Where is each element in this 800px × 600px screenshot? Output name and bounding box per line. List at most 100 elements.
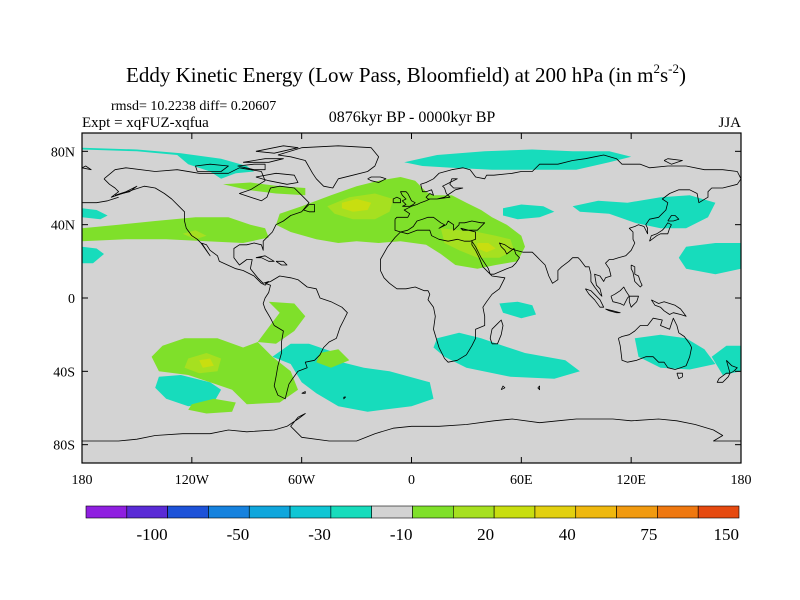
x-tick-label-5: 120E bbox=[616, 473, 646, 488]
colorbar-box-2 bbox=[167, 505, 209, 519]
coastline-1 bbox=[262, 275, 348, 400]
x-tick-label-0: 180 bbox=[72, 473, 93, 488]
contour-region-21 bbox=[182, 230, 207, 240]
contour-region-7 bbox=[404, 149, 632, 170]
coastline-30 bbox=[537, 385, 540, 391]
colorbar-box-1 bbox=[126, 505, 168, 519]
coastline-11 bbox=[726, 360, 738, 374]
map-panel: 180 120W 60W 0 60E 120E 180 80N 40N 0 40S 80S bbox=[51, 132, 752, 488]
colorbar-box-10 bbox=[493, 505, 536, 519]
x-tick-label-2: 60W bbox=[288, 473, 316, 488]
y-axis: 80N 40N 0 40S 80S bbox=[51, 145, 741, 454]
x-tick-label-4: 60E bbox=[510, 473, 533, 488]
colorbar-box-12 bbox=[575, 505, 617, 519]
y-tick-label-3: 40S bbox=[53, 365, 75, 380]
colorbar-box-7 bbox=[371, 505, 413, 519]
coastline-12 bbox=[716, 372, 731, 383]
title-close: ) bbox=[679, 63, 686, 87]
colorbar-box-3 bbox=[208, 505, 250, 519]
contour-region-8 bbox=[572, 195, 716, 229]
colorbar-box-6 bbox=[330, 505, 372, 519]
colorbar-box-8 bbox=[412, 505, 454, 519]
coastline-17 bbox=[628, 295, 639, 308]
coastline-2 bbox=[277, 145, 380, 189]
coastline-27 bbox=[303, 204, 315, 213]
colorbar-box-5 bbox=[289, 505, 332, 519]
title-text: Eddy Kinetic Energy (Low Pass, Bloomfiel… bbox=[126, 63, 653, 87]
coastline-19 bbox=[630, 264, 643, 288]
coastline-0 bbox=[103, 167, 310, 286]
coastline-25 bbox=[195, 163, 229, 172]
contour-region-25 bbox=[199, 358, 214, 368]
contour-regions bbox=[82, 147, 741, 414]
coastline-29 bbox=[500, 385, 506, 391]
colorbar-label-0: -100 bbox=[136, 525, 167, 544]
colorbar-box-4 bbox=[248, 505, 291, 519]
contour-region-5 bbox=[433, 332, 580, 379]
coastline-24 bbox=[255, 172, 299, 185]
stats-label: rmsd= 10.2238 diff= 0.20607 bbox=[111, 99, 276, 114]
contour-region-24 bbox=[477, 243, 496, 253]
contour-region-10 bbox=[678, 243, 741, 275]
contour-region-14 bbox=[223, 182, 306, 196]
colorbar: -100 -50 -30 -10 20 40 75 150 bbox=[85, 505, 740, 544]
colorbar-label-4: 20 bbox=[477, 525, 494, 544]
contour-region-1 bbox=[82, 208, 108, 220]
coastline-6 bbox=[392, 196, 401, 204]
y-tick-label-4: 80S bbox=[53, 439, 75, 454]
coastline-23 bbox=[243, 158, 284, 163]
colorbar-box-15 bbox=[697, 505, 740, 519]
contour-region-13 bbox=[82, 217, 269, 243]
y-tick-label-2: 0 bbox=[68, 292, 75, 307]
colorbar-label-5: 40 bbox=[559, 525, 576, 544]
map-title: Eddy Kinetic Energy (Low Pass, Bloomfiel… bbox=[126, 61, 686, 87]
coastline-32 bbox=[343, 396, 347, 400]
contour-region-6 bbox=[499, 301, 536, 319]
x-tick-label-3: 0 bbox=[408, 473, 415, 488]
y-tick-label-0: 80N bbox=[51, 145, 75, 160]
coastline-26 bbox=[255, 145, 299, 154]
coastline-22 bbox=[237, 163, 266, 171]
contour-region-11 bbox=[634, 334, 716, 370]
coastline-4 bbox=[379, 154, 741, 363]
coastline-7 bbox=[649, 222, 672, 242]
x-tick-label-6: 180 bbox=[731, 473, 752, 488]
season-label: JJA bbox=[718, 115, 741, 131]
contour-region-0 bbox=[82, 147, 255, 179]
coastline-10 bbox=[676, 372, 683, 380]
colorbar-box-0 bbox=[85, 505, 128, 519]
coastline-13 bbox=[489, 319, 504, 345]
contour-region-9 bbox=[503, 204, 555, 220]
coastline-5 bbox=[400, 191, 416, 207]
coastlines bbox=[82, 145, 741, 442]
x-axis: 180 120W 60W 0 60E 120E 180 bbox=[72, 133, 752, 488]
period-label: 0876kyr BP - 0000kyr BP bbox=[329, 109, 496, 126]
coastline-21 bbox=[275, 260, 288, 266]
contour-region-3 bbox=[155, 375, 222, 407]
coastline-18 bbox=[650, 299, 687, 317]
coastline-9 bbox=[618, 317, 692, 370]
coastline-34 bbox=[663, 158, 683, 165]
coastline-36 bbox=[82, 196, 119, 204]
coastline-15 bbox=[605, 308, 621, 314]
colorbar-box-9 bbox=[453, 505, 495, 519]
coastline-31 bbox=[301, 391, 306, 394]
coastline-8 bbox=[667, 215, 680, 222]
title-unit-s: s bbox=[660, 63, 668, 87]
contour-region-16 bbox=[151, 301, 306, 405]
colorbar-box-14 bbox=[657, 505, 699, 519]
y-tick-label-1: 40N bbox=[51, 219, 75, 234]
coastline-20 bbox=[255, 255, 275, 262]
x-tick-label-1: 120W bbox=[175, 473, 210, 488]
contour-region-23 bbox=[341, 199, 372, 212]
experiment-label: Expt = xqFUZ-xqfua bbox=[82, 115, 209, 131]
coastline-28 bbox=[82, 413, 741, 442]
title-unit-s-exponent: -2 bbox=[668, 61, 679, 76]
colorbar-label-3: -10 bbox=[390, 525, 413, 544]
colorbar-box-13 bbox=[616, 505, 658, 519]
coastline-3 bbox=[367, 176, 387, 183]
colorbar-label-6: 75 bbox=[640, 525, 657, 544]
coastline-35 bbox=[114, 185, 138, 196]
title-unit-m-exponent: 2 bbox=[653, 61, 660, 76]
